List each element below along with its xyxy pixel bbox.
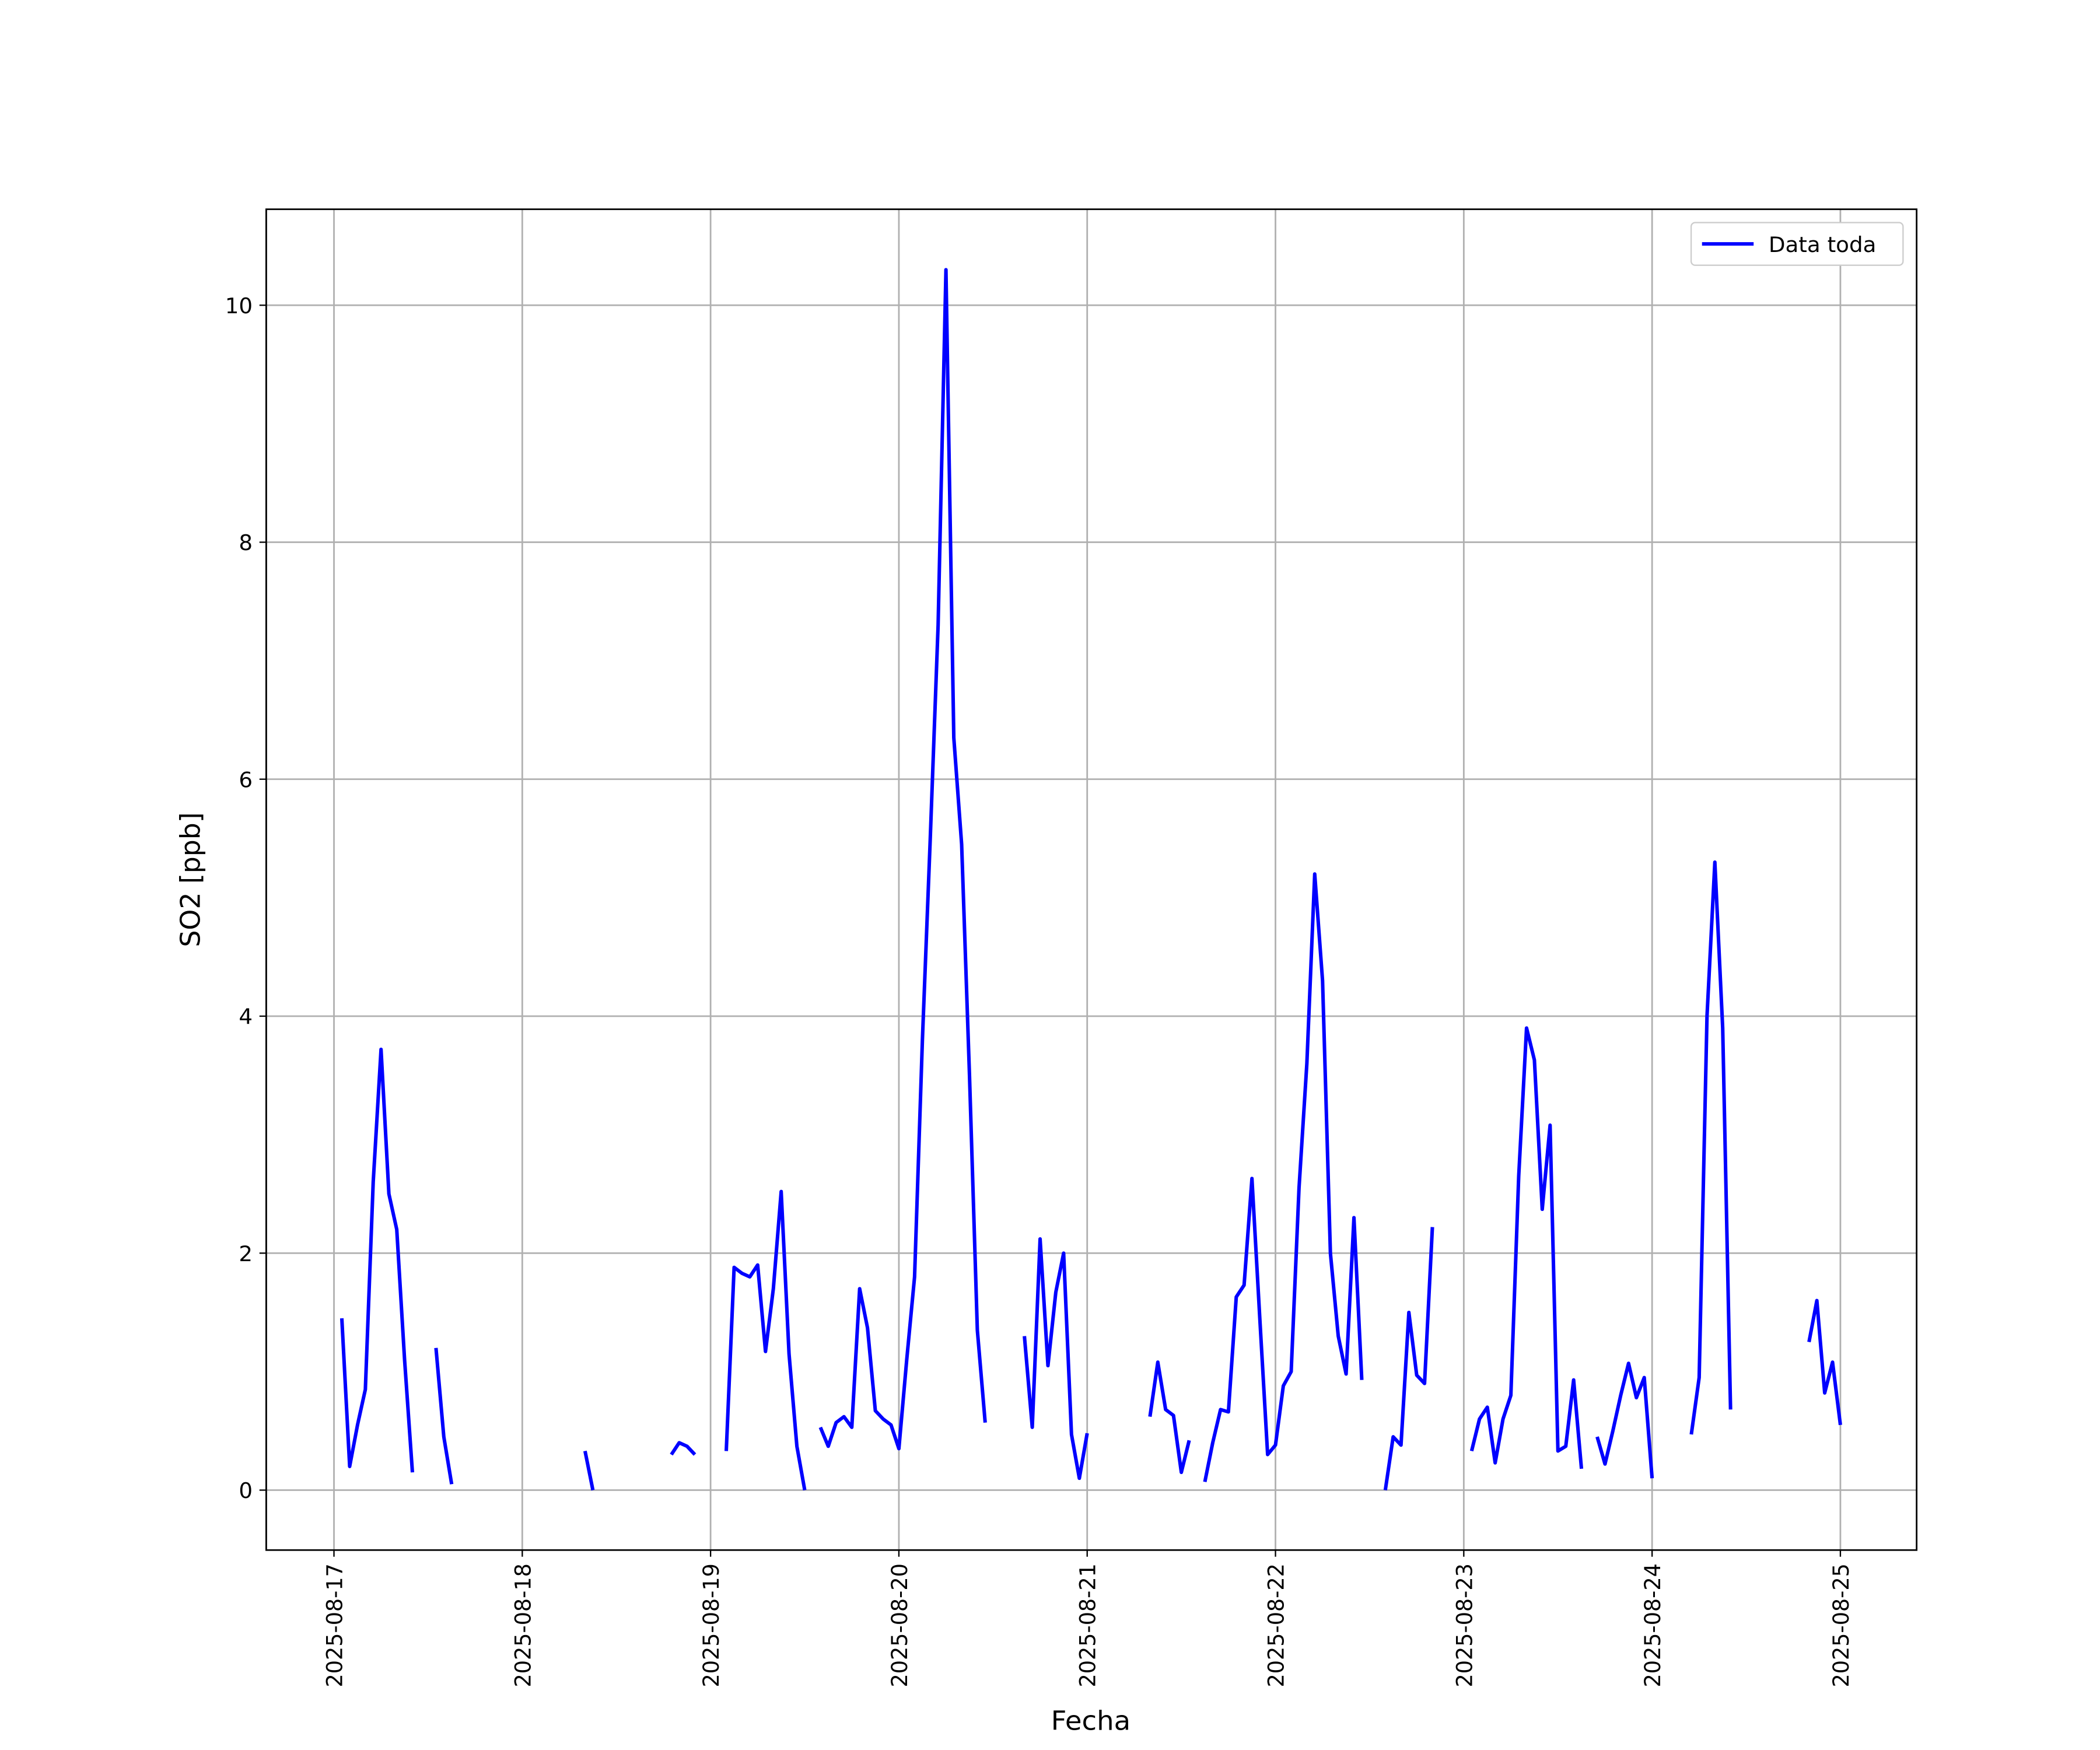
x-tick-label: 2025-08-18 (510, 1563, 536, 1687)
series-line (340, 268, 1842, 1491)
x-tick-label: 2025-08-24 (1640, 1563, 1665, 1687)
y-tick-label: 4 (239, 1005, 253, 1030)
x-tick-label: 2025-08-22 (1264, 1563, 1289, 1687)
legend-box (1690, 222, 1904, 266)
x-tick-label: 2025-08-19 (699, 1563, 724, 1687)
legend-label: Data toda (1769, 232, 1877, 257)
y-tick-label: 8 (239, 531, 253, 556)
y-tick-label: 0 (239, 1479, 253, 1504)
x-axis-label: Fecha (1051, 1705, 1131, 1736)
plot-frame (265, 208, 1918, 1551)
y-axis-label: SO2 [ppb] (174, 812, 206, 947)
legend: Data toda (1690, 222, 1904, 266)
y-tick-label: 6 (239, 768, 253, 793)
x-tick-label: 2025-08-23 (1452, 1563, 1477, 1687)
y-tick-label: 2 (239, 1241, 253, 1266)
y-tick-label: 10 (225, 293, 253, 318)
x-tick-label: 2025-08-21 (1075, 1563, 1100, 1687)
x-tick-label: 2025-08-25 (1829, 1563, 1854, 1687)
x-tick-label: 2025-08-17 (322, 1563, 347, 1687)
x-tick-label: 2025-08-20 (887, 1563, 912, 1687)
